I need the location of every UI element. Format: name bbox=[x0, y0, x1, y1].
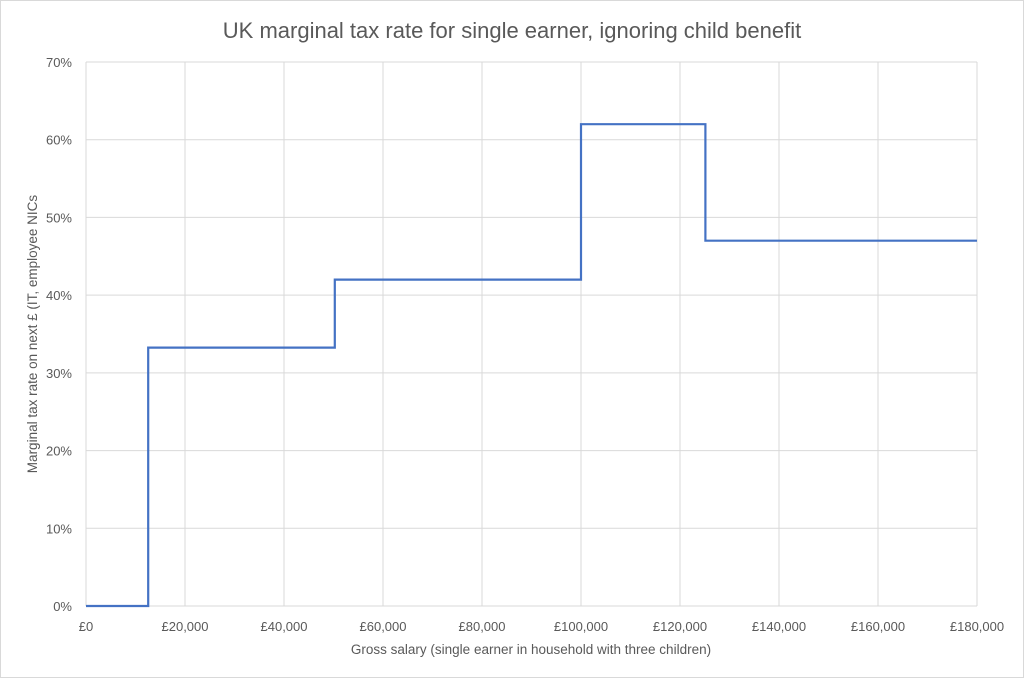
series-layer bbox=[86, 123, 977, 608]
x-tick-label: £120,000 bbox=[653, 619, 707, 634]
y-tick-label: 0% bbox=[53, 599, 72, 614]
y-tick-label: 30% bbox=[46, 366, 72, 381]
y-tick-label: 40% bbox=[46, 288, 72, 303]
y-tick-label: 70% bbox=[46, 55, 72, 70]
y-axis-label: Marginal tax rate on next £ (IT, employe… bbox=[25, 195, 40, 474]
grid bbox=[85, 61, 978, 607]
x-tick-label: £160,000 bbox=[851, 619, 905, 634]
chart-title: UK marginal tax rate for single earner, … bbox=[223, 18, 801, 43]
x-tick-label: £20,000 bbox=[162, 619, 209, 634]
x-axis-label: Gross salary (single earner in household… bbox=[351, 642, 711, 657]
y-tick-label: 60% bbox=[46, 133, 72, 148]
x-tick-label: £60,000 bbox=[360, 619, 407, 634]
series-line bbox=[86, 123, 977, 608]
x-tick-label: £80,000 bbox=[459, 619, 506, 634]
x-tick-label: £100,000 bbox=[554, 619, 608, 634]
y-axis-ticks: 0% 10% 20% 30% 40% 50% 60% 70% bbox=[46, 55, 72, 614]
y-tick-label: 50% bbox=[46, 210, 72, 225]
y-tick-label: 10% bbox=[46, 521, 72, 536]
x-tick-label: £0 bbox=[79, 619, 93, 634]
x-axis-ticks: £0 £20,000 £40,000 £60,000 £80,000 £100,000 £1… bbox=[79, 619, 1004, 634]
y-tick-label: 20% bbox=[46, 444, 72, 459]
x-tick-label: £180,000 bbox=[950, 619, 1004, 634]
x-tick-label: £40,000 bbox=[261, 619, 308, 634]
x-tick-label: £140,000 bbox=[752, 619, 806, 634]
